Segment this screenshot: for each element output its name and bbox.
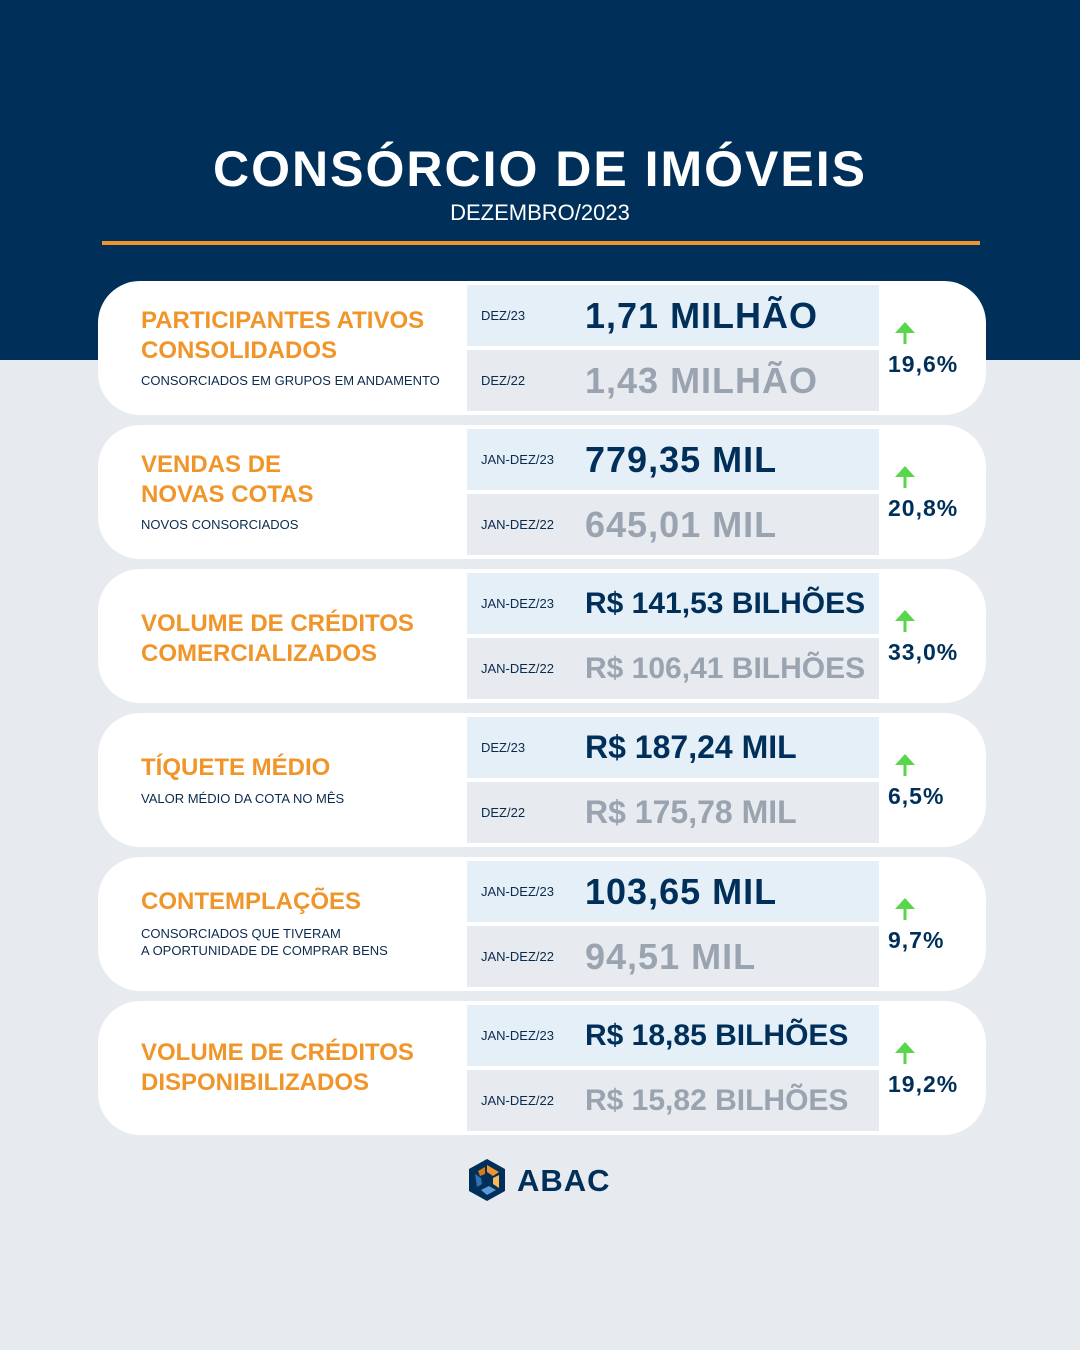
change-percent: 19,2%: [888, 1071, 959, 1097]
previous-period-row: DEZ/22 1,43 MILHÃO: [467, 350, 879, 411]
card-title: VOLUME DE CRÉDITOS DISPONIBILIZADOS: [141, 1039, 414, 1096]
current-value: R$ 18,85 BILHÕES: [585, 1019, 849, 1052]
current-value: R$ 141,53 BILHÕES: [585, 587, 866, 620]
page-subtitle: DEZEMBRO/2023: [450, 200, 630, 225]
period-label: JAN-DEZ/22: [481, 517, 554, 532]
period-label: JAN-DEZ/22: [481, 1093, 554, 1108]
period-label: JAN-DEZ/23: [481, 596, 554, 611]
previous-value: 645,01 MIL: [585, 504, 778, 545]
change-percent: 6,5%: [888, 783, 945, 809]
previous-period-row: JAN-DEZ/22 645,01 MIL: [467, 494, 879, 555]
previous-period-row: JAN-DEZ/22 R$ 15,82 BILHÕES: [467, 1070, 879, 1131]
card-title: VENDAS DE NOVAS COTAS: [141, 451, 314, 508]
change-percent: 33,0%: [888, 639, 959, 665]
logo-text: ABAC: [517, 1163, 611, 1198]
period-label: JAN-DEZ/22: [481, 661, 554, 676]
change-percent: 19,6%: [888, 351, 959, 377]
header-divider: [102, 241, 980, 245]
previous-period-row: JAN-DEZ/22 94,51 MIL: [467, 926, 879, 987]
change-percent: 9,7%: [888, 927, 945, 953]
current-period-row: JAN-DEZ/23 R$ 18,85 BILHÕES: [467, 1005, 879, 1066]
arrow-up-icon: [895, 754, 915, 776]
card-description: CONSORCIADOS EM GRUPOS EM ANDAMENTO: [141, 373, 440, 388]
current-value: R$ 187,24 MIL: [585, 729, 797, 765]
abac-logo-icon: [469, 1159, 505, 1201]
card-title: TÍQUETE MÉDIO: [141, 754, 331, 781]
change-percent: 20,8%: [888, 495, 959, 521]
page-title: CONSÓRCIO DE IMÓVEIS: [213, 141, 867, 197]
card-title: PARTICIPANTES ATIVOS CONSOLIDADOS: [141, 307, 425, 364]
card-title: VOLUME DE CRÉDITOS COMERCIALIZADOS: [141, 610, 414, 667]
card-title: CONTEMPLAÇÕES: [141, 888, 362, 915]
arrow-up-icon: [895, 1042, 915, 1064]
arrow-up-icon: [895, 466, 915, 488]
previous-period-row: DEZ/22 R$ 175,78 MIL: [467, 782, 879, 843]
current-period-row: JAN-DEZ/23 103,65 MIL: [467, 861, 879, 922]
previous-value: 1,43 MILHÃO: [585, 360, 819, 401]
arrow-up-icon: [895, 322, 915, 344]
card-volume-creditos-comercializados: VOLUME DE CRÉDITOS COMERCIALIZADOS JAN-D…: [98, 569, 986, 703]
current-period-row: DEZ/23 R$ 187,24 MIL: [467, 717, 879, 778]
card-contemplacoes: CONTEMPLAÇÕES CONSORCIADOS QUE TIVERAM A…: [98, 857, 986, 991]
period-label: JAN-DEZ/23: [481, 1028, 554, 1043]
period-label: JAN-DEZ/23: [481, 452, 554, 467]
current-period-row: JAN-DEZ/23 779,35 MIL: [467, 429, 879, 490]
period-label: JAN-DEZ/23: [481, 884, 554, 899]
current-value: 1,71 MILHÃO: [585, 295, 819, 336]
previous-value: R$ 15,82 BILHÕES: [585, 1084, 849, 1117]
card-vendas-novas-cotas: VENDAS DE NOVAS COTAS NOVOS CONSORCIADOS…: [98, 425, 986, 559]
card-description: CONSORCIADOS QUE TIVERAM: [141, 926, 341, 941]
card-description: VALOR MÉDIO DA COTA NO MÊS: [141, 791, 345, 806]
previous-value: 94,51 MIL: [585, 936, 757, 977]
arrow-up-icon: [895, 898, 915, 920]
period-label: DEZ/23: [481, 740, 526, 755]
period-label: JAN-DEZ/22: [481, 949, 554, 964]
arrow-up-icon: [895, 610, 915, 632]
card-volume-creditos-disponibilizados: VOLUME DE CRÉDITOS DISPONIBILIZADOS JAN-…: [98, 1001, 986, 1135]
current-value: 103,65 MIL: [585, 871, 778, 912]
period-label: DEZ/22: [481, 373, 526, 388]
current-value: 779,35 MIL: [585, 439, 778, 480]
current-period-row: JAN-DEZ/23 R$ 141,53 BILHÕES: [467, 573, 879, 634]
period-label: DEZ/23: [481, 308, 526, 323]
current-period-row: DEZ/23 1,71 MILHÃO: [467, 285, 879, 346]
previous-value: R$ 175,78 MIL: [585, 794, 797, 830]
card-description: NOVOS CONSORCIADOS: [141, 517, 299, 532]
abac-logo: ABAC: [465, 1157, 615, 1205]
previous-value: R$ 106,41 BILHÕES: [585, 652, 866, 685]
card-description: A OPORTUNIDADE DE COMPRAR BENS: [141, 943, 388, 958]
period-label: DEZ/22: [481, 805, 526, 820]
card-participantes-ativos: PARTICIPANTES ATIVOS CONSOLIDADOS CONSOR…: [98, 281, 986, 415]
card-tiquete-medio: TÍQUETE MÉDIO VALOR MÉDIO DA COTA NO MÊS…: [98, 713, 986, 847]
previous-period-row: JAN-DEZ/22 R$ 106,41 BILHÕES: [467, 638, 879, 699]
